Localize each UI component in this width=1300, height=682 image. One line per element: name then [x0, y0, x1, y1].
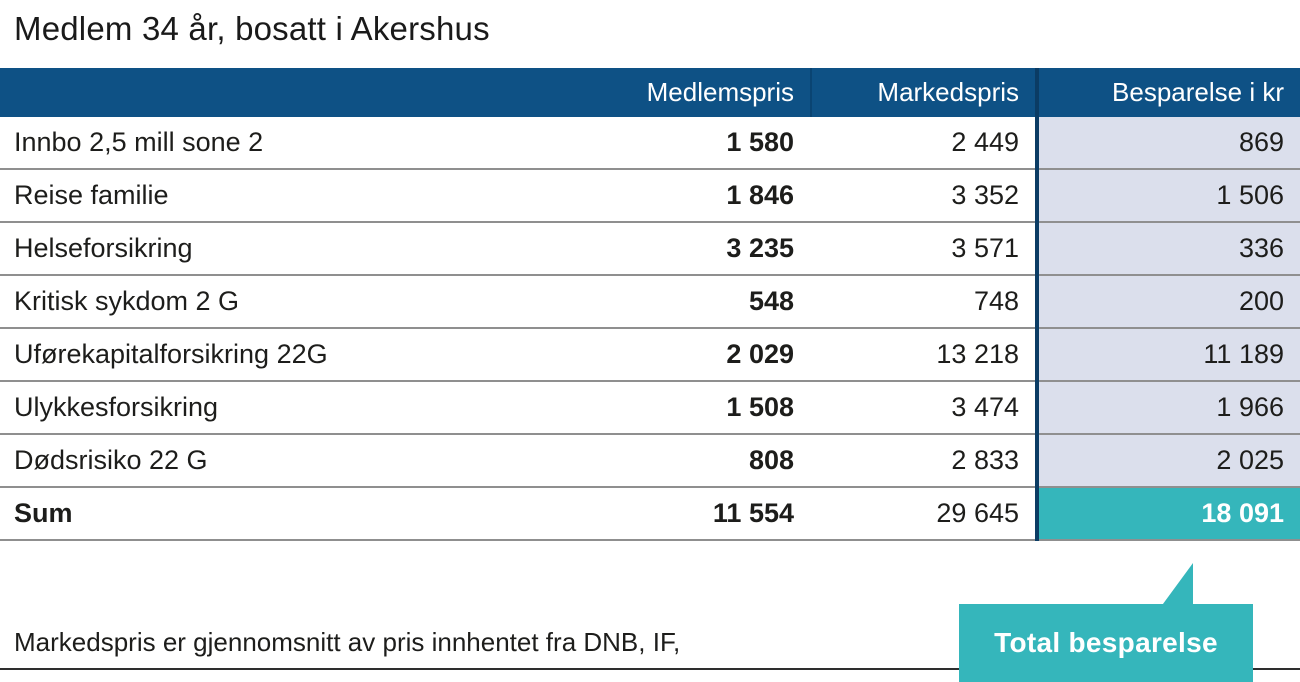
page-title: Medlem 34 år, bosatt i Akershus [14, 10, 490, 47]
besparelse-value: 2 025 [1035, 435, 1300, 486]
medlemspris-value: 1 508 [726, 392, 794, 422]
besparelse-value: 336 [1035, 223, 1300, 274]
row-label: Innbo 2,5 mill sone 2 [14, 127, 264, 157]
markedspris-value: 3 571 [951, 233, 1019, 263]
table-row: Innbo 2,5 mill sone 2 1 580 2 449 869 [0, 117, 1300, 170]
header-medlemspris: Medlemspris [646, 77, 794, 107]
medlemspris-value: 1 580 [726, 127, 794, 157]
table-header-row: Medlemspris Markedspris Besparelse i kr [0, 68, 1300, 117]
markedspris-value: 2 833 [951, 445, 1019, 475]
footnote: Markedspris er gjennomsnitt av pris innh… [14, 552, 680, 682]
footnote-line: Markedspris er gjennomsnitt av pris innh… [14, 627, 681, 657]
row-label: Uførekapitalforsikring 22G [14, 339, 328, 369]
medlemspris-value: 548 [748, 286, 794, 316]
bottom-rule [0, 668, 1300, 670]
header-markedspris: Markedspris [810, 68, 1035, 117]
row-label: Kritisk sykdom 2 G [14, 286, 240, 316]
price-table: Medlemspris Markedspris Besparelse i kr … [0, 68, 1300, 541]
total-besparelse-callout: Total besparelse [959, 604, 1253, 682]
table-row: Dødsrisiko 22 G 808 2 833 2 025 [0, 435, 1300, 488]
besparelse-value: 869 [1035, 117, 1300, 168]
besparelse-value: 11 189 [1035, 329, 1300, 380]
table-row: Helseforsikring 3 235 3 571 336 [0, 223, 1300, 276]
markedspris-value: 3 352 [951, 180, 1019, 210]
row-label: Dødsrisiko 22 G [14, 445, 208, 475]
besparelse-column-divider [1035, 68, 1039, 541]
markedspris-value: 748 [973, 286, 1019, 316]
besparelse-value: 1 506 [1035, 170, 1300, 221]
medlemspris-value: 3 235 [726, 233, 794, 263]
markedspris-value: 2 449 [951, 127, 1019, 157]
table-row: Uførekapitalforsikring 22G 2 029 13 218 … [0, 329, 1300, 382]
medlemspris-value: 1 846 [726, 180, 794, 210]
medlemspris-value: 2 029 [726, 339, 794, 369]
sum-label: Sum [14, 498, 73, 528]
table-row: Ulykkesforsikring 1 508 3 474 1 966 [0, 382, 1300, 435]
markedspris-value: 3 474 [951, 392, 1019, 422]
besparelse-value: 1 966 [1035, 382, 1300, 433]
besparelse-value: 200 [1035, 276, 1300, 327]
row-label: Ulykkesforsikring [14, 392, 219, 422]
table-row: Kritisk sykdom 2 G 548 748 200 [0, 276, 1300, 329]
callout-label: Total besparelse [994, 627, 1218, 658]
sum-besparelse: 18 091 [1035, 488, 1300, 539]
callout-pointer-icon [1160, 563, 1193, 608]
medlemspris-value: 808 [748, 445, 794, 475]
table-row: Reise familie 1 846 3 352 1 506 [0, 170, 1300, 223]
sum-markedspris: 29 645 [936, 498, 1019, 528]
markedspris-value: 13 218 [936, 339, 1019, 369]
header-besparelse: Besparelse i kr [1112, 77, 1284, 107]
header-empty-cell [0, 68, 480, 117]
row-label: Helseforsikring [14, 233, 193, 263]
row-label: Reise familie [14, 180, 169, 210]
table-sum-row: Sum 11 554 29 645 18 091 [0, 488, 1300, 541]
sum-medlemspris: 11 554 [712, 498, 794, 528]
